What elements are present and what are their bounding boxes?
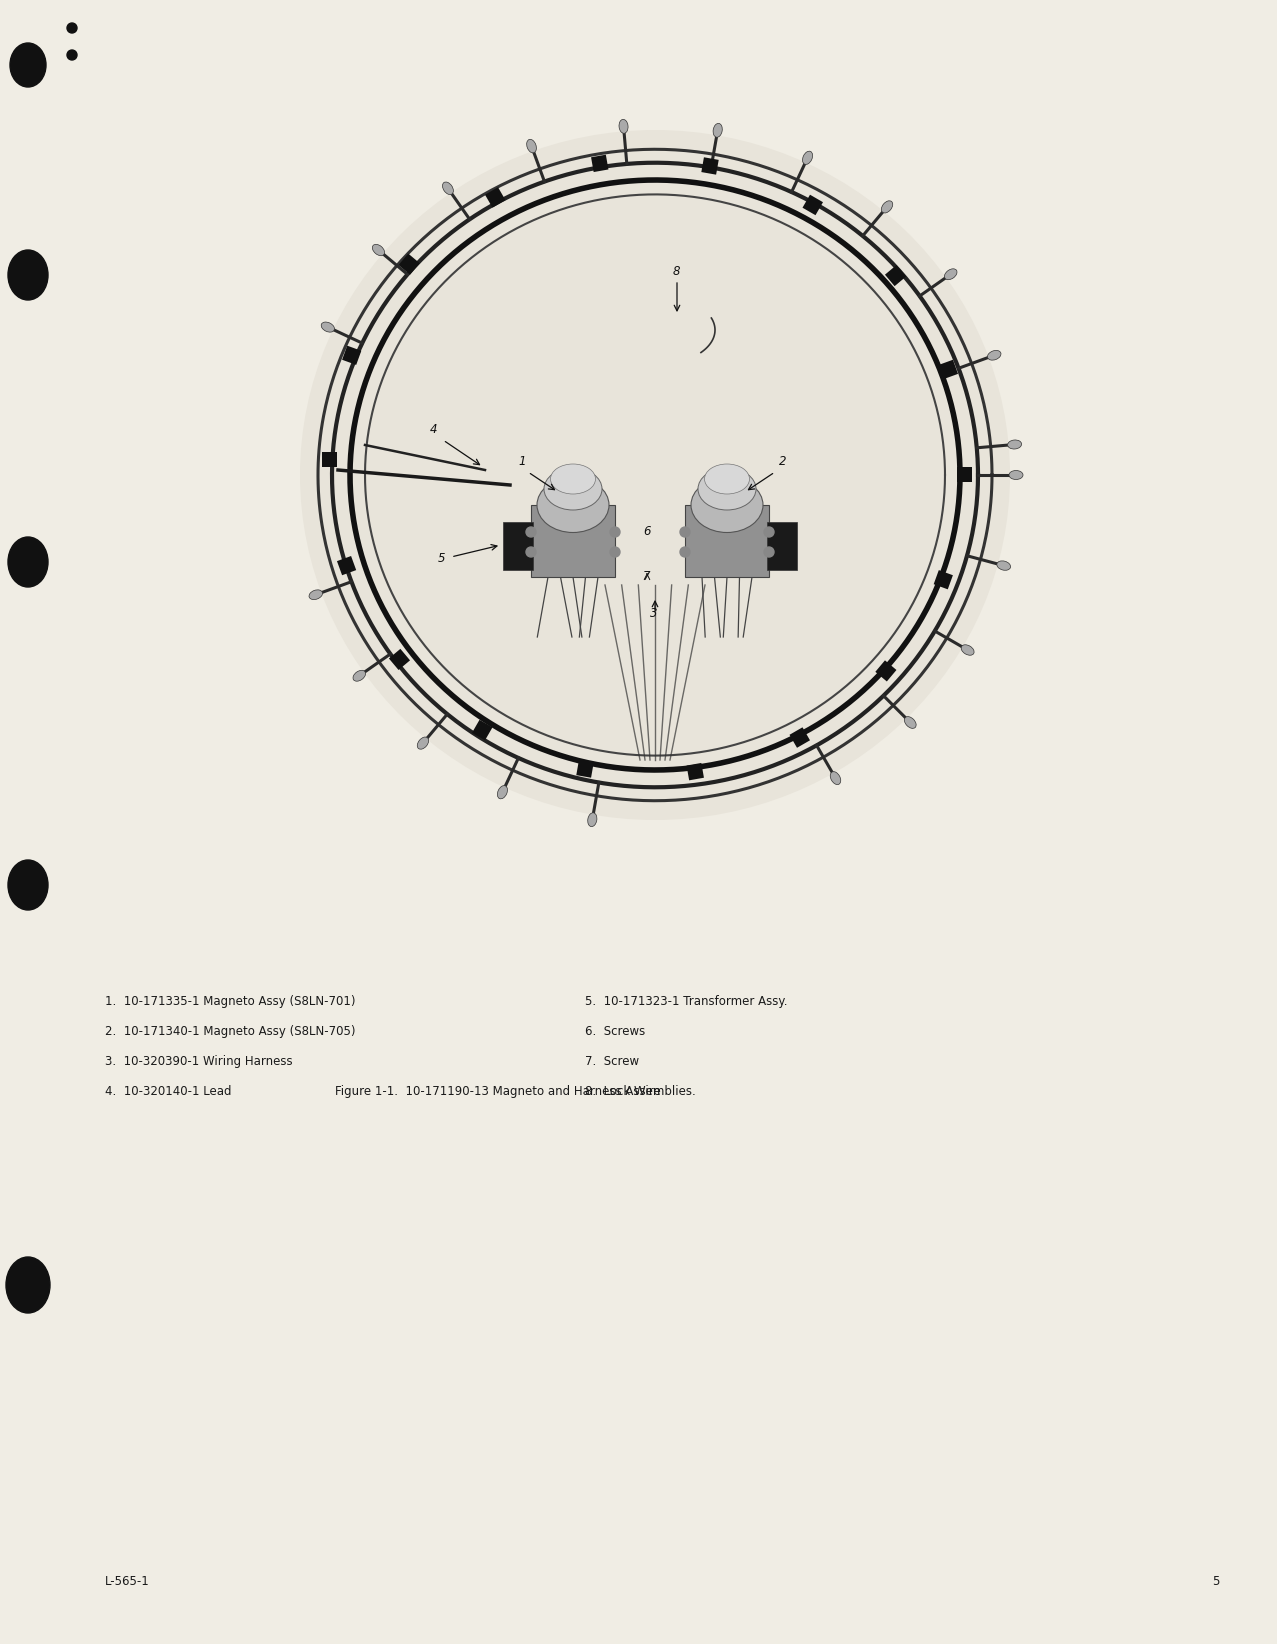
- Circle shape: [764, 528, 774, 538]
- Text: 6.  Screws: 6. Screws: [585, 1024, 645, 1037]
- Circle shape: [526, 547, 536, 557]
- Bar: [389, 649, 410, 671]
- Bar: [933, 570, 953, 589]
- Text: 1.  10-171335-1 Magneto Assy (S8LN-701): 1. 10-171335-1 Magneto Assy (S8LN-701): [105, 995, 355, 1008]
- Ellipse shape: [587, 812, 596, 827]
- Ellipse shape: [802, 151, 812, 164]
- Ellipse shape: [713, 123, 723, 136]
- Text: 6: 6: [644, 524, 650, 538]
- Ellipse shape: [443, 182, 453, 194]
- Ellipse shape: [1008, 441, 1022, 449]
- Ellipse shape: [418, 737, 429, 750]
- Circle shape: [679, 528, 690, 538]
- Ellipse shape: [8, 860, 49, 911]
- Circle shape: [610, 547, 621, 557]
- Ellipse shape: [997, 561, 1010, 570]
- Bar: [875, 661, 896, 682]
- Text: 2: 2: [779, 455, 787, 469]
- Bar: [958, 467, 973, 482]
- Text: 8: 8: [673, 265, 681, 278]
- Text: 7: 7: [644, 570, 650, 584]
- Ellipse shape: [373, 245, 384, 256]
- Bar: [576, 760, 594, 778]
- Text: L-565-1: L-565-1: [105, 1575, 149, 1588]
- Bar: [337, 556, 356, 575]
- FancyBboxPatch shape: [531, 505, 616, 577]
- Ellipse shape: [705, 464, 750, 493]
- Ellipse shape: [1009, 470, 1023, 480]
- Bar: [767, 523, 797, 570]
- Bar: [885, 265, 907, 286]
- FancyBboxPatch shape: [684, 505, 769, 577]
- Ellipse shape: [945, 270, 956, 279]
- Bar: [398, 253, 420, 275]
- Ellipse shape: [904, 717, 916, 728]
- Bar: [939, 360, 958, 380]
- Ellipse shape: [691, 477, 762, 533]
- Ellipse shape: [322, 322, 335, 332]
- Ellipse shape: [6, 1258, 50, 1314]
- Bar: [472, 720, 493, 740]
- Ellipse shape: [8, 250, 49, 299]
- Bar: [687, 763, 704, 781]
- Circle shape: [764, 547, 774, 557]
- Circle shape: [679, 547, 690, 557]
- Ellipse shape: [699, 469, 756, 510]
- Ellipse shape: [550, 464, 595, 493]
- Ellipse shape: [498, 786, 507, 799]
- Ellipse shape: [526, 140, 536, 153]
- Text: Figure 1-1.  10-171190-13 Magneto and Harness Assemblies.: Figure 1-1. 10-171190-13 Magneto and Har…: [335, 1085, 696, 1098]
- Circle shape: [66, 23, 77, 33]
- Ellipse shape: [300, 130, 1010, 820]
- Ellipse shape: [987, 350, 1001, 360]
- Ellipse shape: [962, 644, 974, 656]
- Bar: [323, 452, 337, 467]
- Text: 5: 5: [438, 552, 446, 566]
- Bar: [591, 155, 608, 173]
- Circle shape: [66, 49, 77, 59]
- Circle shape: [610, 528, 621, 538]
- Text: 4.  10-320140-1 Lead: 4. 10-320140-1 Lead: [105, 1085, 231, 1098]
- Ellipse shape: [619, 120, 628, 133]
- Bar: [485, 187, 506, 207]
- Ellipse shape: [830, 771, 840, 784]
- Ellipse shape: [309, 590, 323, 600]
- Bar: [701, 158, 719, 174]
- Ellipse shape: [538, 477, 609, 533]
- Text: 8.  Lock Wire: 8. Lock Wire: [585, 1085, 660, 1098]
- Text: 7.  Screw: 7. Screw: [585, 1055, 638, 1069]
- Text: 4: 4: [430, 423, 438, 436]
- Bar: [503, 523, 533, 570]
- Bar: [802, 194, 822, 215]
- Ellipse shape: [881, 201, 893, 214]
- Text: 3.  10-320390-1 Wiring Harness: 3. 10-320390-1 Wiring Harness: [105, 1055, 292, 1069]
- Ellipse shape: [544, 469, 601, 510]
- Text: 5: 5: [1212, 1575, 1220, 1588]
- Text: 1: 1: [518, 455, 526, 469]
- Text: 5.  10-171323-1 Transformer Assy.: 5. 10-171323-1 Transformer Assy.: [585, 995, 788, 1008]
- Circle shape: [526, 528, 536, 538]
- Text: 3: 3: [650, 607, 658, 620]
- Bar: [789, 727, 810, 748]
- Ellipse shape: [10, 43, 46, 87]
- Ellipse shape: [8, 538, 49, 587]
- Ellipse shape: [352, 671, 365, 681]
- Text: 2.  10-171340-1 Magneto Assy (S8LN-705): 2. 10-171340-1 Magneto Assy (S8LN-705): [105, 1024, 355, 1037]
- Bar: [342, 345, 361, 365]
